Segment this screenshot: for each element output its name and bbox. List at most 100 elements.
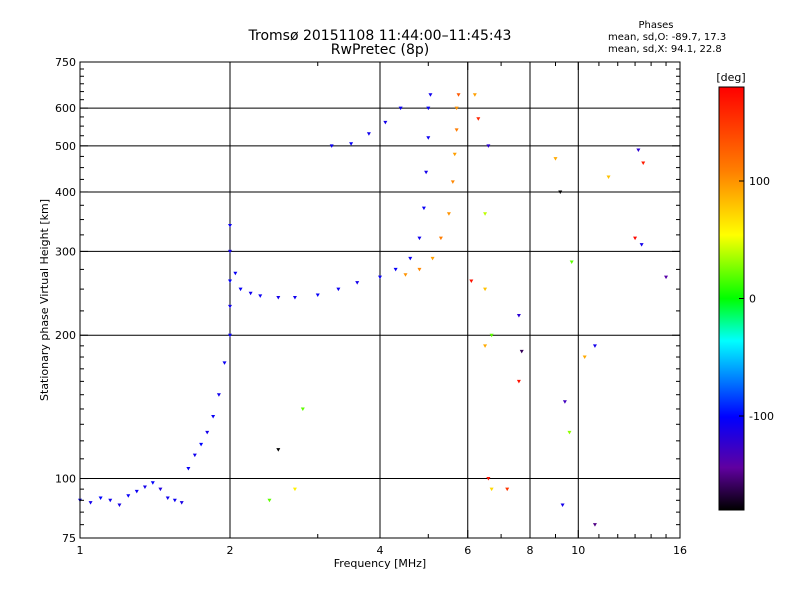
outlier-point <box>516 314 521 318</box>
data-point <box>329 144 334 148</box>
outlier-point <box>606 175 611 179</box>
outlier-point <box>558 190 563 194</box>
data-point <box>408 256 413 261</box>
y-tick-label: 75 <box>62 532 76 545</box>
y-axis-label: Stationary phase Virtual Height [km] <box>38 199 51 401</box>
outlier-point <box>560 503 565 507</box>
data-point <box>421 206 426 211</box>
colorbar-tick-label: 0 <box>749 293 756 306</box>
data-point <box>276 296 281 300</box>
outlier-point <box>476 117 481 121</box>
data-points <box>78 93 669 527</box>
outlier-point <box>469 279 474 284</box>
data-point <box>88 501 93 505</box>
x-tick-label: 10 <box>571 544 585 557</box>
data-point <box>398 106 403 111</box>
data-point <box>98 496 103 501</box>
data-point <box>165 496 170 501</box>
outlier-point <box>505 487 510 492</box>
outlier-point <box>592 523 597 527</box>
colorbar-tick-label: -100 <box>749 410 774 423</box>
outlier-point <box>489 333 494 338</box>
data-point <box>142 485 147 489</box>
y-tick-label: 400 <box>55 186 76 199</box>
data-point <box>426 136 431 140</box>
outlier-point <box>641 161 646 166</box>
grid-lines <box>80 62 680 538</box>
outlier-point <box>483 287 488 292</box>
data-point <box>454 106 459 111</box>
y-tick-label: 200 <box>55 329 76 342</box>
data-point <box>336 287 341 292</box>
data-point <box>228 279 232 284</box>
outlier-point <box>553 157 558 161</box>
data-point <box>150 481 155 485</box>
outlier-point <box>489 487 494 492</box>
outlier-point <box>486 477 491 481</box>
data-point <box>216 393 221 397</box>
data-point <box>417 236 422 241</box>
data-point <box>158 487 163 492</box>
colorbar-tick-label: 100 <box>749 175 770 188</box>
colorbar-ticks: 100 0 -100 <box>739 175 774 423</box>
outlier-point <box>633 236 638 241</box>
data-point <box>228 224 232 228</box>
phases-heading: Phases <box>638 20 673 31</box>
data-point <box>126 494 131 498</box>
outlier-point <box>483 344 488 348</box>
data-point <box>205 430 210 435</box>
outlier-point <box>483 212 488 216</box>
data-point <box>172 498 177 503</box>
data-point <box>417 267 422 272</box>
outlier-point <box>519 349 524 354</box>
outlier-point <box>300 407 305 411</box>
outlier-point <box>664 275 669 280</box>
data-point <box>222 361 227 365</box>
chart-title: Tromsø 20151108 11:44:00–11:45:43 <box>248 28 512 44</box>
data-point <box>438 236 443 241</box>
data-point <box>424 170 429 175</box>
phases-o-stats: mean, sd,O: -89.7, 17.3 <box>608 32 726 43</box>
data-point <box>446 212 451 216</box>
x-axis-ticks: 1 2 4 6 8 10 16 <box>77 62 687 557</box>
data-point <box>366 132 371 136</box>
data-point <box>199 442 204 447</box>
data-point <box>428 93 433 97</box>
data-point <box>238 287 243 292</box>
outlier-point <box>267 498 272 503</box>
outlier-point <box>516 379 521 384</box>
data-point <box>292 296 297 300</box>
data-point <box>355 281 360 285</box>
y-tick-label: 600 <box>55 102 76 115</box>
data-point <box>228 304 232 309</box>
outlier-point <box>472 93 477 97</box>
x-tick-label: 2 <box>227 544 234 557</box>
data-point <box>378 275 382 280</box>
y-tick-label: 750 <box>55 56 76 69</box>
x-tick-label: 16 <box>673 544 687 557</box>
data-point <box>134 489 139 494</box>
outlier-point <box>636 148 641 152</box>
x-tick-label: 6 <box>464 544 471 557</box>
x-tick-label: 1 <box>77 544 84 557</box>
x-tick-label: 4 <box>377 544 384 557</box>
data-point <box>454 128 459 132</box>
outlier-point <box>639 243 644 247</box>
data-point <box>450 180 455 184</box>
outlier-point <box>582 355 587 360</box>
data-point <box>211 414 216 419</box>
y-tick-label: 100 <box>55 473 76 486</box>
data-point <box>349 142 354 146</box>
data-point <box>228 249 232 254</box>
x-axis-label: Frequency [MHz] <box>334 557 426 570</box>
y-tick-label: 500 <box>55 140 76 153</box>
y-axis-ticks: 75 100 200 300 400 500 600 750 <box>55 56 680 545</box>
data-point <box>228 333 232 338</box>
outlier-point <box>569 260 574 265</box>
data-point <box>248 291 253 296</box>
outlier-point <box>486 144 491 148</box>
data-point <box>186 466 191 471</box>
data-point <box>315 293 320 297</box>
data-point <box>456 93 461 97</box>
